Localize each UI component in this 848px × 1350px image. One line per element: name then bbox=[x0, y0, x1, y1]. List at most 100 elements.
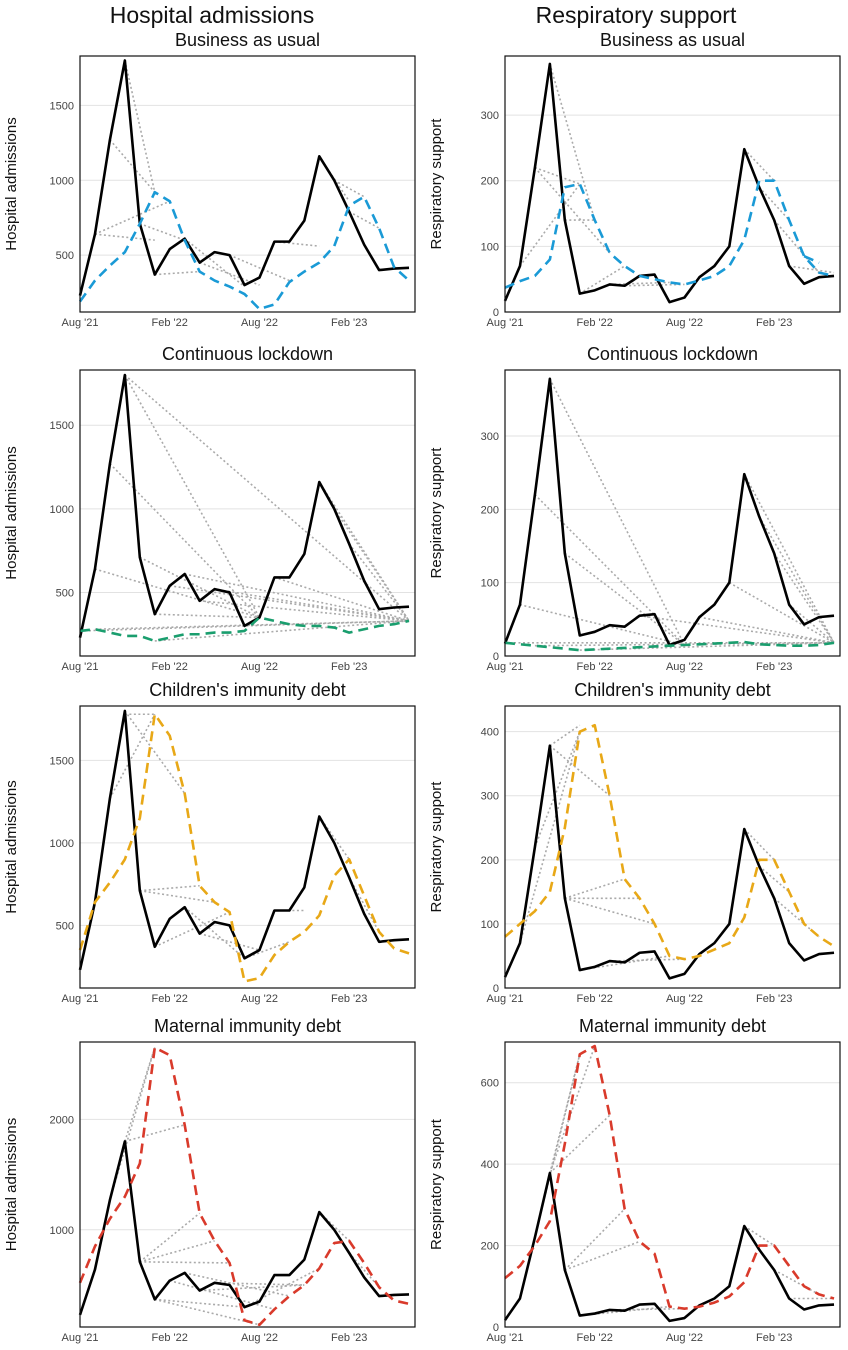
hospital-bau-y-tick-label: 1500 bbox=[50, 100, 74, 112]
hospital-children-y-tick-label: 1000 bbox=[50, 838, 74, 850]
hospital-maternal-projection-fan-line bbox=[199, 1284, 305, 1292]
hospital-bau-projection-fan-line bbox=[94, 233, 155, 241]
respiratory-bau-projection-fan-line bbox=[534, 167, 611, 254]
respiratory-children-x-tick-label: Feb '23 bbox=[756, 993, 792, 1005]
respiratory-bau-x-tick-label: Aug '21 bbox=[487, 317, 524, 329]
respiratory-children-projection-fan-line bbox=[519, 731, 581, 944]
hospital-lockdown-y-tick-label: 1500 bbox=[50, 420, 74, 432]
hospital-bau-projection-fan-line bbox=[199, 261, 260, 286]
hospital-lockdown-x-tick-label: Aug '21 bbox=[62, 661, 99, 673]
respiratory-children-title: Children's immunity debt bbox=[574, 680, 771, 700]
respiratory-bau-projection-fan-line bbox=[624, 283, 685, 287]
respiratory-children-projection-fan-line bbox=[549, 745, 611, 797]
respiratory-lockdown-y-tick-label: 100 bbox=[481, 578, 499, 590]
hospital-maternal-x-tick-label: Feb '23 bbox=[331, 1332, 367, 1344]
hospital-bau-x-tick-label: Feb '23 bbox=[331, 317, 367, 329]
respiratory-bau-y-tick-label: 0 bbox=[493, 307, 499, 319]
respiratory-bau-observed-line bbox=[503, 62, 835, 304]
respiratory-children-projection-fan-line bbox=[564, 878, 625, 900]
respiratory-lockdown-projection-fan-line bbox=[758, 516, 835, 644]
respiratory-maternal-y-tick-label: 200 bbox=[481, 1241, 499, 1253]
hospital-bau-projection-fan-line bbox=[333, 179, 365, 198]
respiratory-children-x-tick-label: Feb '22 bbox=[577, 993, 613, 1005]
hospital-bau-x-tick-label: Aug '21 bbox=[62, 317, 99, 329]
respiratory-lockdown-x-tick-label: Feb '22 bbox=[577, 661, 613, 673]
respiratory-children-y-axis-label: Respiratory support bbox=[428, 781, 445, 913]
respiratory-bau-projection-fan-line bbox=[789, 265, 835, 274]
respiratory-maternal-x-tick-label: Feb '22 bbox=[577, 1332, 613, 1344]
hospital-children-projection-fan-line bbox=[154, 911, 230, 948]
hospital-maternal-frame bbox=[79, 1041, 416, 1328]
respiratory-lockdown-projection-fan-line bbox=[728, 581, 835, 644]
hospital-maternal-x-tick-label: Aug '21 bbox=[62, 1332, 99, 1344]
hospital-lockdown-projection-fan-line bbox=[318, 481, 410, 622]
respiratory-children-y-tick-label: 200 bbox=[481, 855, 499, 867]
hospital-lockdown-projection-fan-line bbox=[79, 620, 410, 632]
hospital-maternal-projection-fan-line bbox=[214, 1282, 305, 1286]
hospital-lockdown-projection-fan-line bbox=[199, 600, 410, 622]
respiratory-lockdown-x-tick-label: Aug '21 bbox=[487, 661, 524, 673]
hospital-children-projection-fan-line bbox=[139, 889, 215, 904]
hospital-lockdown-frame bbox=[79, 369, 416, 657]
respiratory-bau-projection-fan-line bbox=[549, 63, 596, 221]
respiratory-children-projection-fan-line bbox=[564, 897, 655, 925]
respiratory-lockdown-y-axis-label: Respiratory support bbox=[428, 447, 445, 579]
respiratory-maternal-y-axis-label: Respiratory support bbox=[428, 1118, 445, 1250]
hospital-maternal-projection-fan-line bbox=[244, 1267, 320, 1308]
hospital-children-y-tick-label: 1500 bbox=[50, 755, 74, 767]
respiratory-maternal-x-tick-label: Feb '23 bbox=[756, 1332, 792, 1344]
hospital-children-y-tick-label: 500 bbox=[56, 920, 74, 932]
respiratory-maternal-x-tick-label: Aug '22 bbox=[666, 1332, 703, 1344]
respiratory-lockdown-y-tick-label: 0 bbox=[493, 651, 499, 663]
hospital-maternal-x-tick-label: Feb '22 bbox=[152, 1332, 188, 1344]
hospital-bau-observed-line bbox=[78, 59, 410, 296]
hospital-children-projection-fan-line bbox=[124, 710, 186, 794]
respiratory-bau-y-tick-label: 300 bbox=[481, 110, 499, 122]
hospital-children-y-axis-label: Hospital admissions bbox=[3, 780, 20, 913]
respiratory-bau-y-axis-label: Respiratory support bbox=[428, 118, 445, 250]
hospital-lockdown-y-tick-label: 500 bbox=[56, 587, 74, 599]
hospital-lockdown-x-tick-label: Feb '23 bbox=[331, 661, 367, 673]
respiratory-bau-projection-fan-line bbox=[579, 265, 626, 295]
hospital-maternal-scenario-line bbox=[78, 1046, 410, 1327]
hospital-maternal-observed-line bbox=[78, 1140, 410, 1316]
respiratory-children-y-tick-label: 300 bbox=[481, 791, 499, 803]
hospital-maternal-title: Maternal immunity debt bbox=[154, 1016, 341, 1036]
hospital-children-x-tick-label: Aug '22 bbox=[241, 993, 278, 1005]
hospital-bau-projection-fan-line bbox=[348, 210, 380, 229]
hospital-children-x-tick-label: Feb '22 bbox=[152, 993, 188, 1005]
hospital-bau-projection-fan-line bbox=[139, 222, 185, 241]
hospital-bau-y-tick-label: 500 bbox=[56, 250, 74, 262]
respiratory-bau-x-tick-label: Feb '23 bbox=[756, 317, 792, 329]
column-title-respiratory: Respiratory support bbox=[535, 2, 737, 28]
respiratory-lockdown-y-tick-label: 200 bbox=[481, 504, 499, 516]
respiratory-bau-projection-fan-line bbox=[519, 183, 581, 267]
hospital-maternal-projection-fan-line bbox=[139, 1212, 201, 1263]
hospital-children-observed-line bbox=[78, 709, 410, 971]
hospital-bau-projection-fan-line bbox=[184, 238, 246, 288]
respiratory-bau-x-tick-label: Feb '22 bbox=[577, 317, 613, 329]
respiratory-maternal-title: Maternal immunity debt bbox=[579, 1016, 766, 1036]
hospital-bau-projection-fan-line bbox=[154, 270, 200, 276]
hospital-bau-frame bbox=[79, 55, 416, 313]
hospital-bau-projection-fan-line bbox=[124, 60, 156, 193]
hospital-maternal-x-tick-label: Aug '22 bbox=[241, 1332, 278, 1344]
respiratory-bau-scenario-line bbox=[803, 255, 820, 264]
hospital-lockdown-projection-fan-line bbox=[274, 576, 410, 622]
hospital-children-title: Children's immunity debt bbox=[149, 680, 346, 700]
respiratory-bau-projection-fan-line bbox=[743, 148, 775, 182]
respiratory-lockdown-x-tick-label: Feb '23 bbox=[756, 661, 792, 673]
hospital-maternal-y-axis-label: Hospital admissions bbox=[3, 1118, 20, 1251]
hospital-children-x-tick-label: Aug '21 bbox=[62, 993, 99, 1005]
hospital-lockdown-scenario-line bbox=[79, 616, 410, 643]
hospital-children-projection-fan-line bbox=[184, 906, 246, 959]
respiratory-lockdown-projection-fan-line bbox=[639, 614, 835, 644]
hospital-bau-y-axis-label: Hospital admissions bbox=[3, 117, 20, 250]
hospital-children-projection-fan-line bbox=[139, 884, 200, 892]
hospital-children-projection-fan-line bbox=[199, 932, 260, 951]
respiratory-lockdown-x-tick-label: Aug '22 bbox=[666, 661, 703, 673]
respiratory-children-projection-fan-line bbox=[773, 897, 820, 938]
hospital-lockdown-x-tick-label: Aug '22 bbox=[241, 661, 278, 673]
respiratory-children-y-tick-label: 0 bbox=[493, 983, 499, 995]
